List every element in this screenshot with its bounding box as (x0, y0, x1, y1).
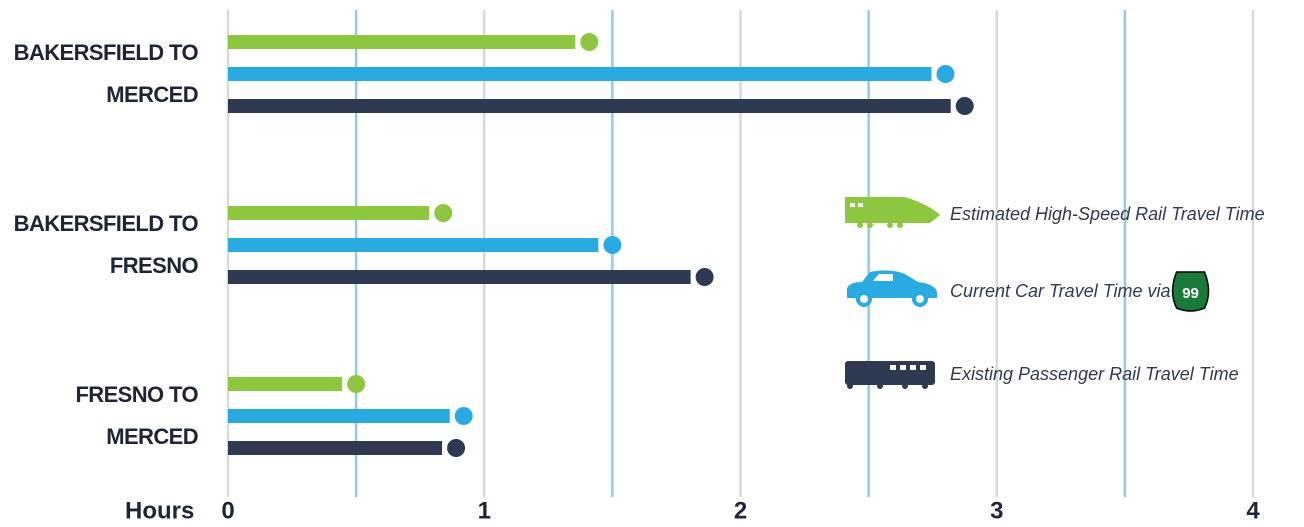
rail-window (920, 365, 926, 370)
hub (860, 295, 868, 303)
category-label: FRESNO TO MERCED (75, 382, 198, 449)
hub (916, 295, 924, 303)
legend-label: Current Car Travel Time via (950, 281, 1171, 301)
legend-icon (845, 361, 935, 389)
bar (228, 377, 343, 391)
route-shield (1171, 271, 1210, 312)
bar (228, 441, 443, 455)
car-window (873, 274, 893, 281)
bar-end (447, 439, 466, 457)
bar-end (936, 65, 955, 83)
bar (228, 206, 430, 220)
x-tick-label: 0 (221, 497, 234, 524)
rail-window (890, 365, 896, 370)
x-tick-label: 3 (990, 497, 1003, 524)
x-tick-label: 4 (1246, 497, 1260, 524)
bar-end (580, 33, 599, 51)
wheel (857, 222, 863, 228)
route-shield-number: 99 (1182, 285, 1199, 302)
legend-icon (845, 197, 940, 228)
x-tick-label: 1 (478, 497, 491, 524)
bar-end (347, 375, 366, 393)
wheel (897, 222, 903, 228)
bar-end (695, 268, 714, 286)
bar-end (603, 236, 622, 254)
wheel (902, 383, 908, 389)
train-window (858, 203, 863, 207)
category-label: BAKERSFIELD TO FRESNO (13, 211, 199, 278)
train-window (850, 203, 855, 207)
wheel (922, 383, 928, 389)
bar (228, 409, 450, 423)
bar-end (955, 97, 974, 115)
bar (228, 99, 951, 113)
bar (228, 238, 599, 252)
category-label: BAKERSFIELD TO MERCED (13, 40, 199, 107)
bar (228, 67, 932, 81)
rail-window (910, 365, 916, 370)
rail-window (900, 365, 906, 370)
rail-icon (845, 361, 935, 385)
bar (228, 270, 691, 284)
car-icon (847, 270, 937, 298)
legend-label: Estimated High-Speed Rail Travel Time (950, 204, 1265, 224)
x-tick-label: 2 (734, 497, 747, 524)
wheel (887, 222, 893, 228)
bar-end (434, 204, 453, 222)
legend-icon (847, 270, 937, 307)
bar-end (454, 407, 473, 425)
train-icon (845, 197, 940, 223)
bar (228, 35, 576, 49)
wheel (867, 222, 873, 228)
x-axis-label: Hours (125, 497, 194, 524)
wheel (877, 383, 883, 389)
legend-label: Existing Passenger Rail Travel Time (950, 364, 1239, 384)
wheel (847, 383, 853, 389)
